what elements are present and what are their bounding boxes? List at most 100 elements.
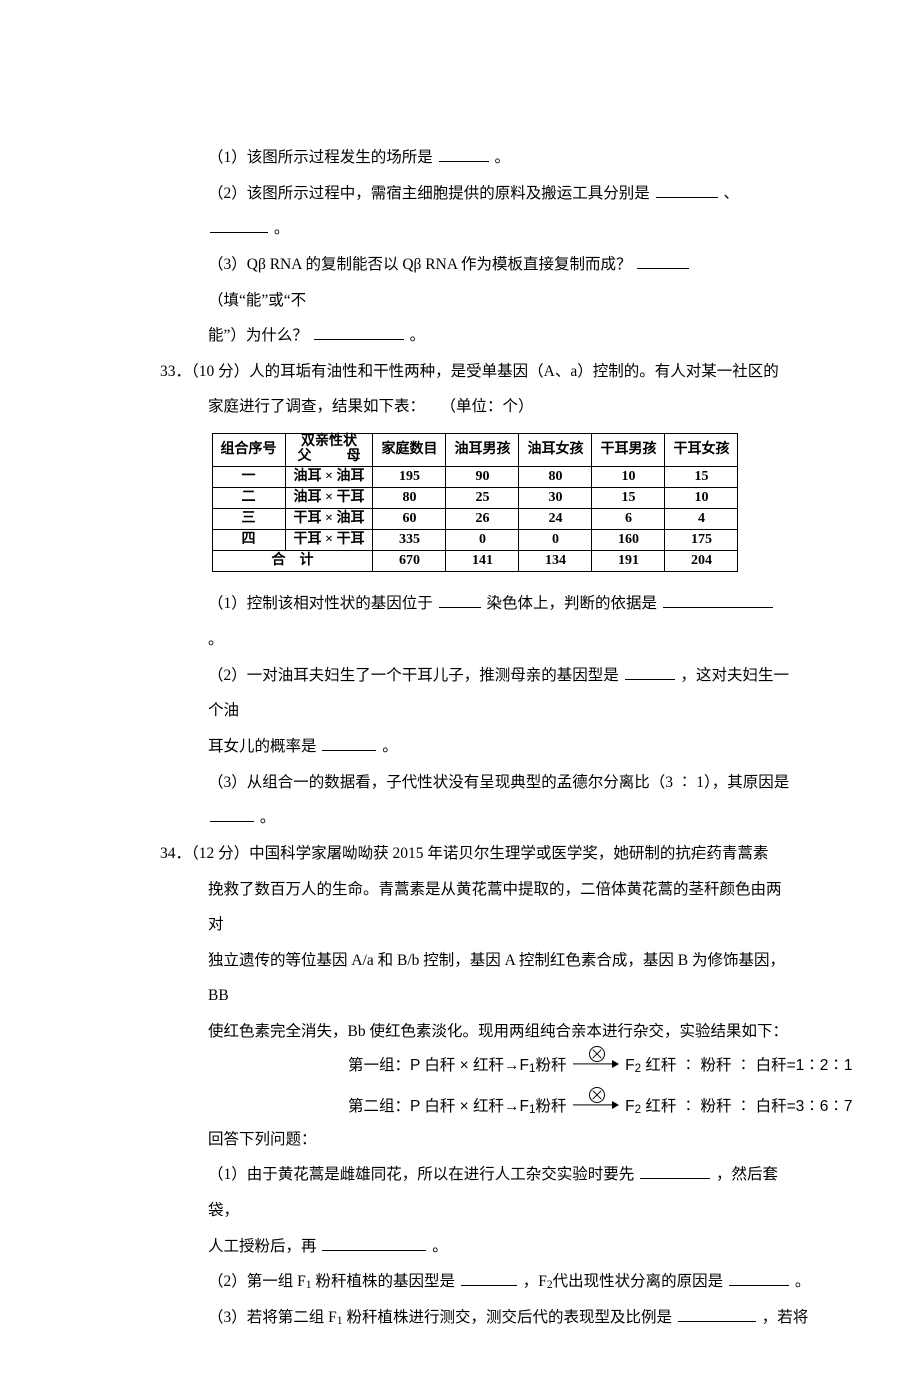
cell: 0 — [519, 530, 592, 551]
cross-1: 第一组：P 白秆 × 红秆→F1粉秆 F2 红秆 ∶ 粉秆 ∶ 白秆=1∶2∶1 — [348, 1050, 790, 1081]
cell: 80 — [373, 487, 446, 508]
cell: 160 — [592, 530, 665, 551]
cell: 204 — [665, 551, 738, 572]
text: 、 — [724, 185, 740, 202]
blank — [656, 181, 718, 198]
text: 代出现性状分离的原因是 — [553, 1273, 724, 1290]
blank — [322, 735, 376, 752]
blank — [637, 252, 689, 269]
text: 。 — [382, 738, 398, 755]
cell: 25 — [446, 487, 519, 508]
text: （1）由于黄花蒿是雌雄同花，所以在进行人工杂交实验时要先 — [208, 1166, 634, 1183]
exam-page: （1）该图所示过程发生的场所是 。 （2）该图所示过程中，需宿主细胞提供的原料及… — [0, 0, 920, 1396]
col-id: 组合序号 — [212, 434, 285, 466]
text: 家庭进行了调查，结果如下表： （单位：个） — [208, 398, 534, 415]
cell: 10 — [592, 466, 665, 487]
blank — [729, 1270, 789, 1287]
cell: 195 — [373, 466, 446, 487]
q34-1b: 人工授粉后，再 。 — [208, 1229, 790, 1265]
cell: 合 计 — [212, 551, 373, 572]
q32-block: （1）该图所示过程发生的场所是 。 （2）该图所示过程中，需宿主细胞提供的原料及… — [160, 140, 790, 354]
text: 染色体上，判断的依据是 — [487, 595, 658, 612]
cell: 670 — [373, 551, 446, 572]
col-a: 油耳男孩 — [446, 434, 519, 466]
q32-3-line2: 能”）为什么？ 。 — [208, 318, 790, 354]
q34-head: 34．（12 分）中国科学家屠呦呦获 2015 年诺贝尔生理学或医学奖，她研制的… — [160, 836, 790, 872]
text: （3）Qβ RNA 的复制能否以 Qβ RNA 作为模板直接复制而成？ — [208, 256, 632, 273]
cell: 134 — [519, 551, 592, 572]
text: （2）第一组 F — [208, 1273, 306, 1290]
text: 粉秆 — [535, 1098, 566, 1115]
cell: 三 — [212, 508, 285, 529]
blank — [439, 146, 489, 163]
self-cross-arrow-icon — [573, 1098, 619, 1112]
cell: 四 — [212, 530, 285, 551]
text: 。 — [410, 327, 426, 344]
blank — [210, 217, 268, 234]
text: 红秆 ∶ 粉秆 ∶ 白秆=1∶2∶1 — [641, 1057, 852, 1074]
table-header-row: 组合序号 双亲性状 父 母 家庭数目 油耳男孩 油耳女孩 干耳男孩 干耳女孩 — [212, 434, 738, 466]
table-row: 三 干耳 × 油耳 60 26 24 6 4 — [212, 508, 738, 529]
q32-2: （2）该图所示过程中，需宿主细胞提供的原料及搬运工具分别是 、 。 — [208, 176, 790, 247]
cell: 335 — [373, 530, 446, 551]
self-cross-icon — [589, 1087, 605, 1103]
blank — [640, 1163, 710, 1180]
q33-subs: （1）控制该相对性状的基因位于 染色体上，判断的依据是 。 （2）一对油耳夫妇生… — [160, 586, 790, 835]
cell: 10 — [665, 487, 738, 508]
q34-2: （2）第一组 F1 粉秆植株的基因型是 ，F2代出现性状分离的原因是 。 — [208, 1264, 790, 1300]
cell: 0 — [446, 530, 519, 551]
text: 。 — [432, 1238, 448, 1255]
cell: 一 — [212, 466, 285, 487]
text: 。 — [274, 220, 290, 237]
blank — [322, 1234, 426, 1251]
text: 人工授粉后，再 — [208, 1238, 317, 1255]
blank — [439, 592, 481, 609]
text: （1）控制该相对性状的基因位于 — [208, 595, 433, 612]
q33-1: （1）控制该相对性状的基因位于 染色体上，判断的依据是 。 — [208, 586, 790, 657]
q33-3a: （3）从组合一的数据看，子代性状没有呈现典型的孟德尔分离比（3 ∶ 1），其原因… — [208, 765, 790, 801]
text: 。 — [495, 149, 511, 166]
cross-diagrams: 第一组：P 白秆 × 红秆→F1粉秆 F2 红秆 ∶ 粉秆 ∶ 白秆=1∶2∶1… — [348, 1050, 790, 1122]
cell: 干耳 × 干耳 — [285, 530, 373, 551]
table-row: 一 油耳 × 油耳 195 90 80 10 15 — [212, 466, 738, 487]
cell: 175 — [665, 530, 738, 551]
cell: 油耳 × 干耳 — [285, 487, 373, 508]
cell: 15 — [665, 466, 738, 487]
blank — [678, 1305, 756, 1322]
text: 。 — [795, 1273, 811, 1290]
q33-head: 33．（10 分）人的耳垢有油性和干性两种，是受单基因（A、a）控制的。有人对某… — [160, 354, 790, 390]
q34-p1: 挽救了数百万人的生命。青蒿素是从黄花蒿中提取的，二倍体黄花蒿的茎秆颜色由两对 — [208, 872, 790, 943]
cell: 6 — [592, 508, 665, 529]
cell: 4 — [665, 508, 738, 529]
table-row: 二 油耳 × 干耳 80 25 30 15 10 — [212, 487, 738, 508]
cell: 油耳 × 油耳 — [285, 466, 373, 487]
cell: 30 — [519, 487, 592, 508]
q33-2a: （2）一对油耳夫妇生了一个干耳儿子，推测母亲的基因型是 ，这对夫妇生一个油 — [208, 658, 790, 729]
parents-sub: 父 母 — [294, 450, 365, 465]
col-parents: 双亲性状 父 母 — [285, 434, 373, 466]
blank — [314, 324, 404, 341]
q32-1: （1）该图所示过程发生的场所是 。 — [208, 140, 790, 176]
q33-2b: 耳女儿的概率是 。 — [208, 729, 790, 765]
cross-2: 第二组：P 白秆 × 红秆→F1粉秆 F2 红秆 ∶ 粉秆 ∶ 白秆=3∶6∶7 — [348, 1091, 790, 1122]
text: 粉秆 — [535, 1057, 566, 1074]
text: 双亲性状 — [294, 435, 365, 450]
q33-head2: 家庭进行了调查，结果如下表： （单位：个） — [160, 389, 790, 425]
text: 第二组：P 白秆 × 红秆→F — [348, 1098, 529, 1115]
blank — [461, 1270, 517, 1287]
col-n: 家庭数目 — [373, 434, 446, 466]
text: 。 — [260, 809, 276, 826]
q34-answers-head: 回答下列问题： — [208, 1122, 790, 1158]
cell: 二 — [212, 487, 285, 508]
text: 母 — [346, 450, 360, 465]
text: F — [625, 1098, 634, 1115]
q34-p3: 使红色素完全消失，Bb 使红色素淡化。现用两组纯合亲本进行杂交，实验结果如下： — [208, 1014, 790, 1050]
cell: 24 — [519, 508, 592, 529]
table-row: 四 干耳 × 干耳 335 0 0 160 175 — [212, 530, 738, 551]
table-total-row: 合 计 670 141 134 191 204 — [212, 551, 738, 572]
text: 粉秆植株的基因型是 — [312, 1273, 455, 1290]
text: ，F — [523, 1273, 547, 1290]
cell: 26 — [446, 508, 519, 529]
text: （2）该图所示过程中，需宿主细胞提供的原料及搬运工具分别是 — [208, 185, 650, 202]
cell: 15 — [592, 487, 665, 508]
